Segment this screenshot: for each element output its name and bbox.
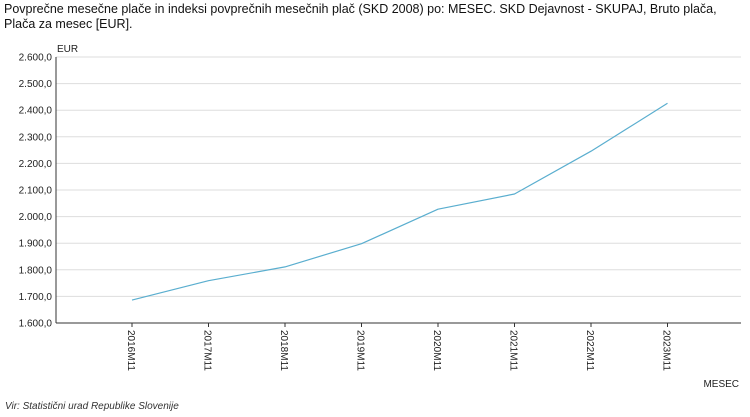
chart-title: Povprečne mesečne plače in indeksi povpr…	[4, 2, 717, 31]
y-tick-label: 1.900,0	[19, 239, 53, 250]
data-point[interactable]	[206, 278, 212, 284]
x-tick-label: 2022M11	[584, 330, 595, 371]
y-tick-label: 2.500,0	[19, 79, 53, 90]
x-tick-label: 2018M11	[278, 330, 289, 371]
data-point[interactable]	[665, 100, 671, 106]
x-axis-label: MESEC	[703, 379, 739, 390]
data-point[interactable]	[359, 241, 365, 247]
x-tick-label: 2020M11	[431, 330, 442, 371]
x-tick-label: 2017M11	[202, 330, 213, 371]
x-tick-label: 2016M11	[125, 330, 136, 371]
y-tick-label: 1.800,0	[19, 265, 53, 276]
y-tick-label: 2.200,0	[19, 159, 53, 170]
source-note: Vir: Statistični urad Republike Slovenij…	[5, 401, 179, 412]
y-axis-label: EUR	[57, 44, 78, 55]
y-tick-label: 1.700,0	[19, 292, 53, 303]
data-point[interactable]	[435, 206, 441, 212]
series-line	[131, 102, 668, 301]
data-point[interactable]	[512, 191, 518, 197]
y-tick-label: 1.600,0	[19, 319, 53, 330]
x-tick-label: 2023M11	[661, 330, 672, 371]
y-tick-label: 2.100,0	[19, 186, 53, 197]
x-axis: 2016M11 2017M11 2018M11 2019M11 2020M11 2021M…	[56, 322, 741, 371]
grid-lines	[56, 56, 741, 297]
y-tick-label: 2.600,0	[19, 53, 53, 64]
y-tick-label: 2.000,0	[19, 212, 53, 223]
y-axis: 1.600,0 1.700,0 1.800,0 1.900,0 2.000,0 2.100…	[19, 53, 57, 330]
data-point[interactable]	[588, 148, 594, 154]
data-point[interactable]	[282, 264, 288, 270]
x-tick-label: 2021M11	[508, 330, 519, 371]
series-layer	[129, 100, 671, 303]
y-tick-label: 2.300,0	[19, 132, 53, 143]
x-tick-label: 2019M11	[355, 330, 366, 371]
data-point[interactable]	[129, 297, 135, 303]
y-tick-label: 2.400,0	[19, 106, 53, 117]
